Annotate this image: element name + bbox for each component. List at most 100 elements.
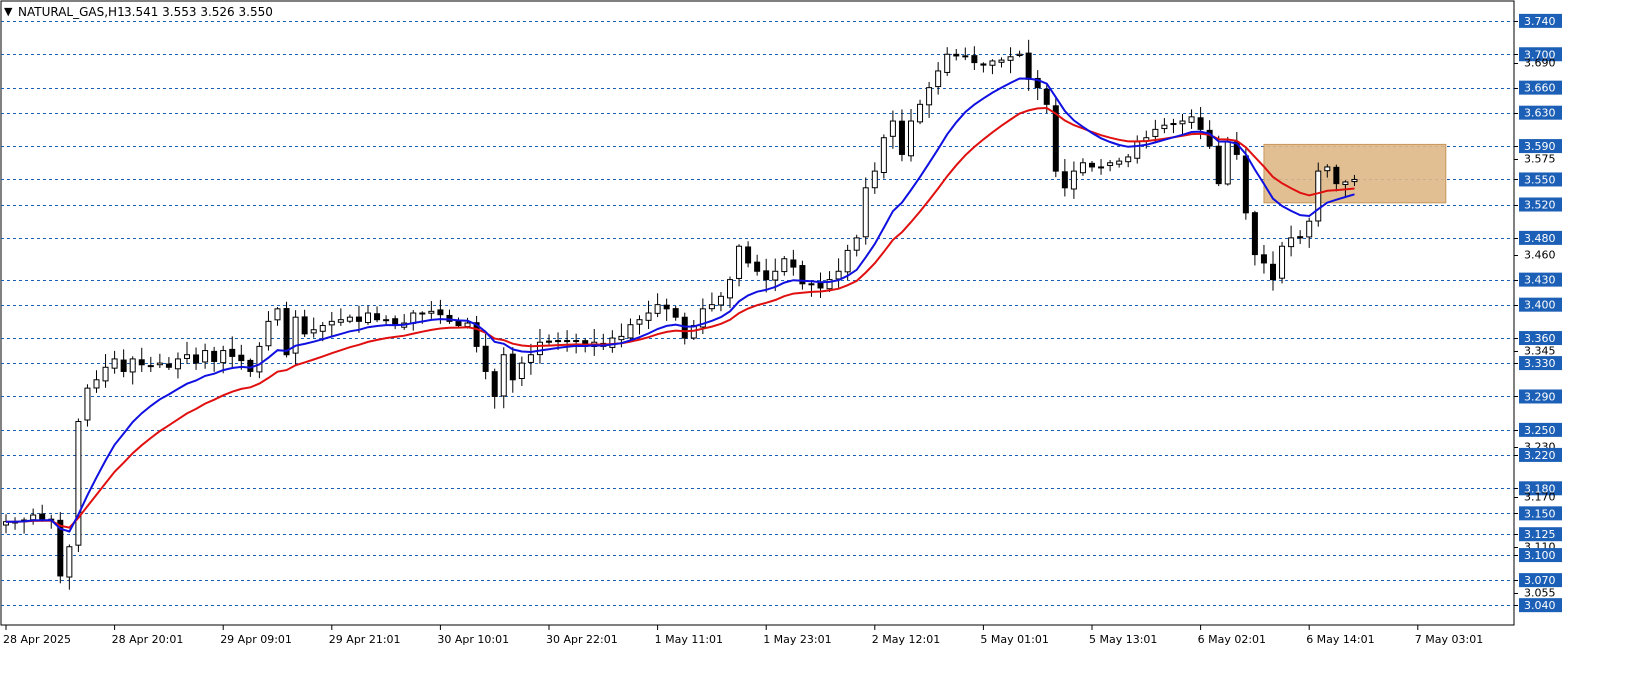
- x-tick-label: 7 May 03:01: [1415, 633, 1483, 646]
- candle-body: [1034, 77, 1041, 89]
- x-tick-label: 29 Apr 09:01: [220, 633, 292, 646]
- candle-body: [681, 316, 688, 339]
- x-tick-label: 30 Apr 10:01: [437, 633, 509, 646]
- x-tick-label: 28 Apr 20:01: [112, 633, 184, 646]
- y-tick-label: 3.460: [1524, 249, 1556, 262]
- y-tick-label: 3.330: [1524, 357, 1556, 370]
- candle-body: [944, 53, 951, 73]
- price-level-tag: [1519, 13, 1562, 28]
- candle-body: [75, 421, 82, 546]
- candle-body: [935, 70, 942, 88]
- candle-body: [129, 358, 136, 373]
- candle-body: [898, 120, 905, 155]
- candle-body: [473, 322, 480, 347]
- candle-body: [564, 340, 571, 343]
- candle-body: [428, 310, 435, 314]
- plot-area-frame: [0, 0, 1515, 626]
- candle-body: [1288, 237, 1295, 248]
- candle-body: [772, 270, 779, 281]
- candle-body: [509, 353, 516, 381]
- candle-body: [627, 324, 634, 339]
- price-level-tag: [1519, 105, 1562, 120]
- candle-body: [826, 279, 833, 290]
- candle-body: [1107, 162, 1114, 166]
- candle-body: [220, 350, 227, 364]
- candle-body: [374, 313, 381, 321]
- y-tick-label: 3.690: [1524, 57, 1556, 70]
- x-tick-label: 5 May 13:01: [1089, 633, 1157, 646]
- candle-body: [202, 350, 209, 363]
- y-tick-label: 3.575: [1524, 153, 1556, 166]
- candle-body: [754, 261, 761, 272]
- y-tick-label: 3.740: [1524, 15, 1556, 28]
- price-level-tag: [1519, 139, 1562, 154]
- candle-body: [1215, 145, 1222, 185]
- candle-body: [862, 187, 869, 238]
- candle-body: [817, 282, 824, 289]
- price-level-tag: [1519, 272, 1562, 287]
- candle-body: [917, 103, 924, 123]
- symbol-menu-icon[interactable]: ▼: [4, 5, 13, 18]
- candle-body: [265, 320, 272, 347]
- candle-body: [745, 246, 752, 264]
- x-tick-label: 6 May 02:01: [1198, 633, 1266, 646]
- y-tick-label: 3.125: [1524, 528, 1556, 541]
- candle-body: [609, 337, 616, 348]
- candle-body: [301, 316, 308, 335]
- candle-body: [1016, 53, 1023, 57]
- candle-body: [989, 60, 996, 66]
- candle-body: [654, 304, 661, 314]
- candle-body: [147, 365, 154, 368]
- y-tick-label: 3.660: [1524, 82, 1556, 95]
- candle-body: [880, 137, 887, 173]
- candle-body: [573, 340, 580, 343]
- candle-body: [1197, 117, 1204, 130]
- candle-body: [1161, 124, 1168, 130]
- candle-body: [980, 63, 987, 66]
- price-level-tag: [1519, 47, 1562, 62]
- candle-body: [926, 87, 933, 106]
- candle-body: [1260, 254, 1267, 264]
- candle-body: [1351, 178, 1358, 183]
- candle-body: [238, 354, 245, 362]
- y-tick-label: 3.480: [1524, 232, 1556, 245]
- candle-body: [555, 340, 562, 343]
- candle-body: [328, 320, 335, 326]
- price-level-tag: [1519, 389, 1562, 404]
- price-level-tag: [1519, 331, 1562, 346]
- candle-body: [156, 362, 163, 366]
- candle-body: [717, 295, 724, 306]
- candle-body: [1233, 141, 1240, 155]
- candle-body: [853, 237, 860, 251]
- y-tick-label: 3.070: [1524, 574, 1556, 587]
- y-tick-label: 3.250: [1524, 424, 1556, 437]
- price-level-tag: [1519, 297, 1562, 312]
- price-level-tag: [1519, 506, 1562, 521]
- candle-body: [165, 363, 172, 368]
- candle-body: [1134, 141, 1141, 159]
- candle-body: [727, 279, 733, 299]
- price-zone: [1263, 143, 1447, 204]
- y-tick-label: 3.550: [1524, 173, 1556, 186]
- price-level-tag: [1519, 481, 1562, 496]
- candle-body: [527, 354, 534, 363]
- candle-body: [500, 354, 507, 397]
- candle-body: [383, 319, 390, 322]
- x-tick-label: 6 May 14:01: [1306, 633, 1374, 646]
- candle-body: [618, 335, 625, 341]
- x-tick-label: 2 May 12:01: [872, 633, 940, 646]
- candle-body: [346, 316, 353, 322]
- candle-body: [30, 514, 37, 521]
- y-tick-label: 3.040: [1524, 599, 1556, 612]
- candle-body: [93, 379, 100, 389]
- price-level-tag: [1519, 80, 1562, 95]
- y-tick-label: 3.180: [1524, 482, 1556, 495]
- candle-body: [39, 513, 46, 520]
- price-level-tag: [1519, 447, 1562, 462]
- candle-body: [1070, 170, 1077, 190]
- candle-body: [283, 308, 290, 356]
- candle-body: [1025, 52, 1032, 80]
- candle-body: [184, 354, 190, 359]
- candle-body: [781, 258, 788, 273]
